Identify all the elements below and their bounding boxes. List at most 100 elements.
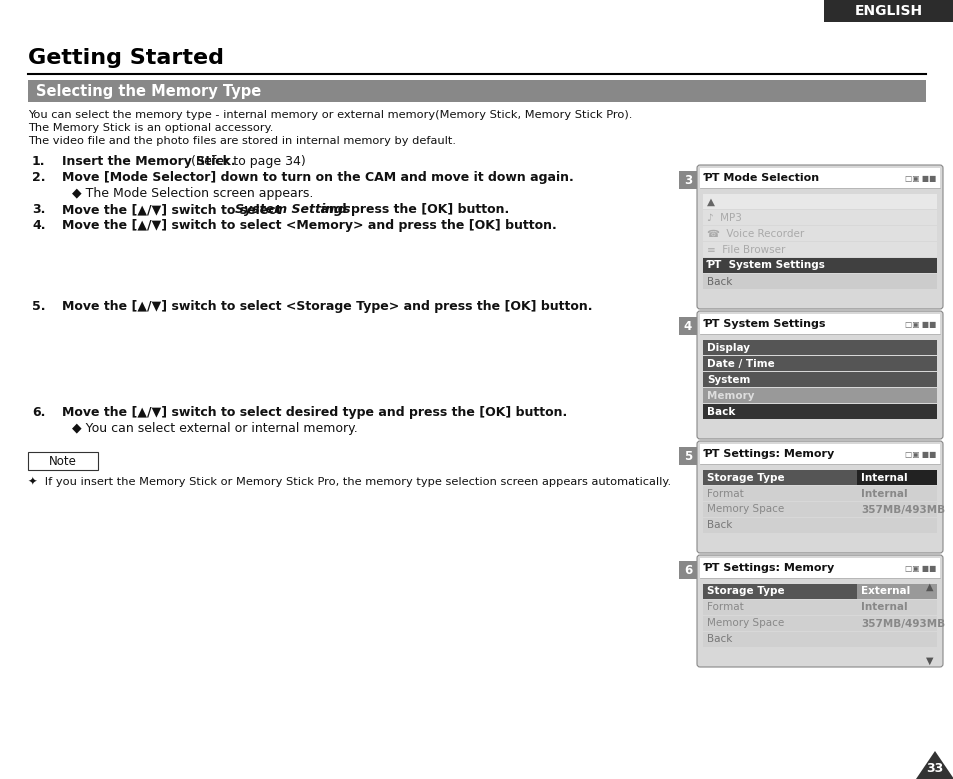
FancyBboxPatch shape (697, 311, 942, 439)
Bar (702, 632, 936, 647)
Bar (856, 584, 936, 599)
Bar (702, 404, 936, 419)
Bar (702, 600, 936, 615)
Text: 4.: 4. (32, 219, 46, 232)
Text: ☎  Voice Recorder: ☎ Voice Recorder (706, 228, 803, 238)
Bar (702, 194, 936, 209)
Text: Memory: Memory (706, 390, 754, 400)
Text: Selecting the Memory Type: Selecting the Memory Type (36, 83, 261, 98)
Bar (856, 486, 936, 501)
Bar (856, 502, 936, 517)
Text: 6: 6 (683, 563, 691, 576)
Bar (856, 616, 936, 631)
Text: ƤT Mode Selection: ƤT Mode Selection (703, 173, 820, 183)
Bar (702, 518, 936, 533)
Text: Memory Space: Memory Space (706, 505, 783, 514)
Text: Move the [▲/▼] switch to select desired type and press the [OK] button.: Move the [▲/▼] switch to select desired … (62, 406, 567, 419)
Text: Back: Back (706, 520, 732, 530)
Text: External: External (861, 587, 909, 597)
Bar (702, 356, 936, 371)
Text: ▼: ▼ (925, 656, 933, 666)
Text: ƤT System Settings: ƤT System Settings (703, 319, 825, 329)
Bar (702, 502, 936, 517)
Text: 3.: 3. (32, 203, 46, 216)
Text: Move the [▲/▼] switch to select: Move the [▲/▼] switch to select (62, 203, 286, 216)
Text: ƤT Settings: Memory: ƤT Settings: Memory (703, 449, 835, 459)
Bar (823, 0, 953, 22)
Bar (700, 444, 939, 464)
Text: Note: Note (49, 454, 77, 467)
Text: and press the [OK] button.: and press the [OK] button. (315, 203, 509, 216)
Text: 4: 4 (683, 319, 691, 333)
Text: ENGLISH: ENGLISH (854, 4, 923, 18)
Text: System: System (706, 375, 750, 385)
Text: ƤT  System Settings: ƤT System Settings (706, 260, 825, 270)
Text: Back: Back (706, 407, 735, 417)
Text: Getting Started: Getting Started (28, 48, 224, 68)
Text: ◆ You can select external or internal memory.: ◆ You can select external or internal me… (71, 422, 357, 435)
Text: ƤT Settings: Memory: ƤT Settings: Memory (703, 563, 835, 573)
Bar (679, 171, 697, 189)
Text: You can select the memory type - internal memory or external memory(Memory Stick: You can select the memory type - interna… (28, 110, 632, 120)
Bar (702, 388, 936, 403)
Text: The video file and the photo files are stored in internal memory by default.: The video file and the photo files are s… (28, 136, 456, 146)
Bar (702, 226, 936, 241)
Text: ✦  If you insert the Memory Stick or Memory Stick Pro, the memory type selection: ✦ If you insert the Memory Stick or Memo… (28, 476, 670, 487)
Text: Memory Space: Memory Space (706, 619, 783, 629)
Text: Storage Type: Storage Type (706, 473, 783, 482)
Bar (702, 470, 936, 485)
Text: ▲: ▲ (706, 196, 714, 206)
Bar (702, 372, 936, 387)
Text: Back: Back (706, 277, 732, 287)
Bar (702, 616, 936, 631)
Text: Format: Format (706, 602, 743, 612)
Text: ▲: ▲ (925, 582, 933, 592)
Bar (679, 447, 697, 465)
Text: Move the [▲/▼] switch to select <Storage Type> and press the [OK] button.: Move the [▲/▼] switch to select <Storage… (62, 300, 592, 313)
Text: □▣ ■■: □▣ ■■ (903, 174, 935, 182)
Text: 1.: 1. (32, 155, 46, 168)
Text: Move [Mode Selector] down to turn on the CAM and move it down again.: Move [Mode Selector] down to turn on the… (62, 171, 573, 184)
Text: (Refer to page 34): (Refer to page 34) (187, 155, 305, 168)
Text: Move the [▲/▼] switch to select <Memory> and press the [OK] button.: Move the [▲/▼] switch to select <Memory>… (62, 219, 557, 232)
Bar (700, 168, 939, 188)
Text: ♪  MP3: ♪ MP3 (706, 213, 741, 223)
Text: System Settings: System Settings (234, 203, 350, 216)
Bar (702, 210, 936, 225)
Bar (679, 317, 697, 335)
Text: 2.: 2. (32, 171, 46, 184)
Bar (28, 80, 925, 102)
Text: Insert the Memory Stick.: Insert the Memory Stick. (62, 155, 235, 168)
Bar (856, 470, 936, 485)
Text: Storage Type: Storage Type (706, 587, 783, 597)
FancyBboxPatch shape (697, 555, 942, 667)
Text: 5: 5 (683, 449, 691, 463)
Bar (702, 258, 936, 273)
Text: □▣ ■■: □▣ ■■ (903, 319, 935, 329)
Text: The Memory Stick is an optional accessory.: The Memory Stick is an optional accessor… (28, 123, 274, 133)
Text: 357MB/493MB: 357MB/493MB (861, 619, 944, 629)
Bar (702, 340, 936, 355)
Bar (700, 558, 939, 578)
Text: Internal: Internal (861, 488, 906, 499)
FancyBboxPatch shape (697, 441, 942, 553)
Text: Internal: Internal (861, 602, 906, 612)
Bar (700, 314, 939, 334)
Text: 5.: 5. (32, 300, 46, 313)
FancyBboxPatch shape (697, 165, 942, 309)
Text: □▣ ■■: □▣ ■■ (903, 449, 935, 459)
Text: ◆ The Mode Selection screen appears.: ◆ The Mode Selection screen appears. (71, 187, 313, 200)
Text: Internal: Internal (861, 473, 906, 482)
Bar (702, 486, 936, 501)
Bar (702, 584, 936, 599)
Text: 33: 33 (925, 762, 943, 775)
Text: Format: Format (706, 488, 743, 499)
Bar (702, 242, 936, 257)
Bar (856, 600, 936, 615)
Text: 3: 3 (683, 174, 691, 186)
Polygon shape (915, 751, 953, 779)
Text: Back: Back (706, 635, 732, 644)
Bar (28, 452, 98, 470)
Bar (702, 274, 936, 289)
Text: ≡  File Browser: ≡ File Browser (706, 245, 784, 255)
